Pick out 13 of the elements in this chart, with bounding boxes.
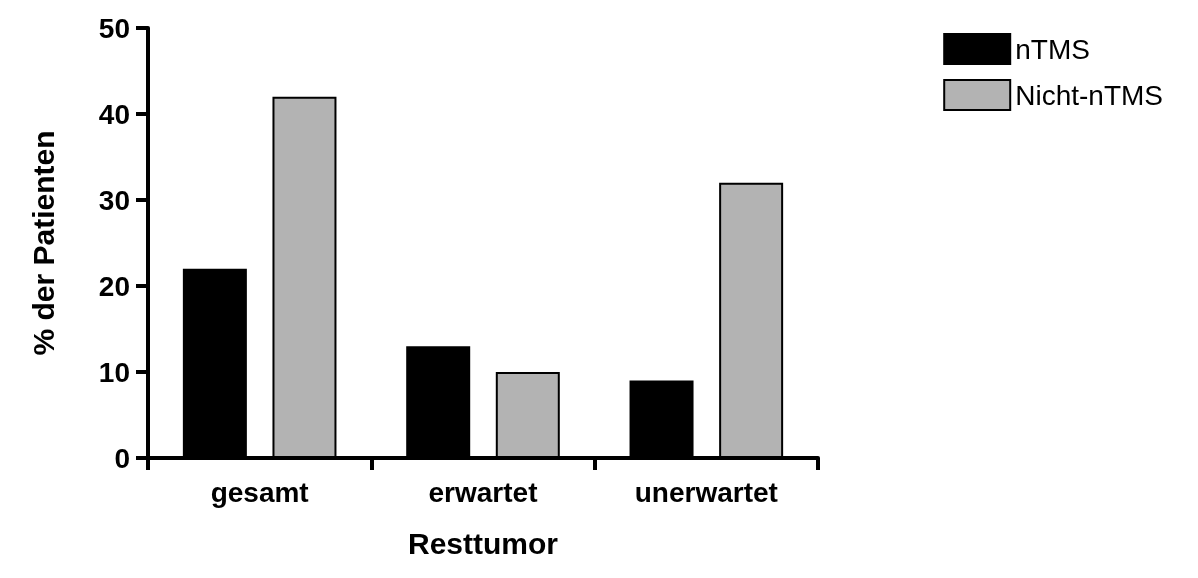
legend-label: nTMS bbox=[1015, 33, 1090, 65]
x-tick-label: gesamt bbox=[210, 476, 309, 508]
legend-label: Nicht-nTMS bbox=[1015, 79, 1163, 111]
y-tick-label: 10 bbox=[98, 356, 130, 388]
y-tick-label: 50 bbox=[98, 12, 130, 44]
x-axis-title: Resttumor bbox=[407, 526, 559, 560]
x-tick-label: unerwartet bbox=[634, 476, 778, 508]
x-tick-label: erwartet bbox=[428, 476, 538, 508]
y-tick-label: 0 bbox=[114, 442, 130, 474]
y-tick-label: 20 bbox=[98, 270, 130, 302]
y-tick-label: 30 bbox=[98, 184, 130, 216]
y-tick-label: 40 bbox=[98, 98, 130, 130]
y-axis-title: % der Patienten bbox=[26, 130, 60, 356]
